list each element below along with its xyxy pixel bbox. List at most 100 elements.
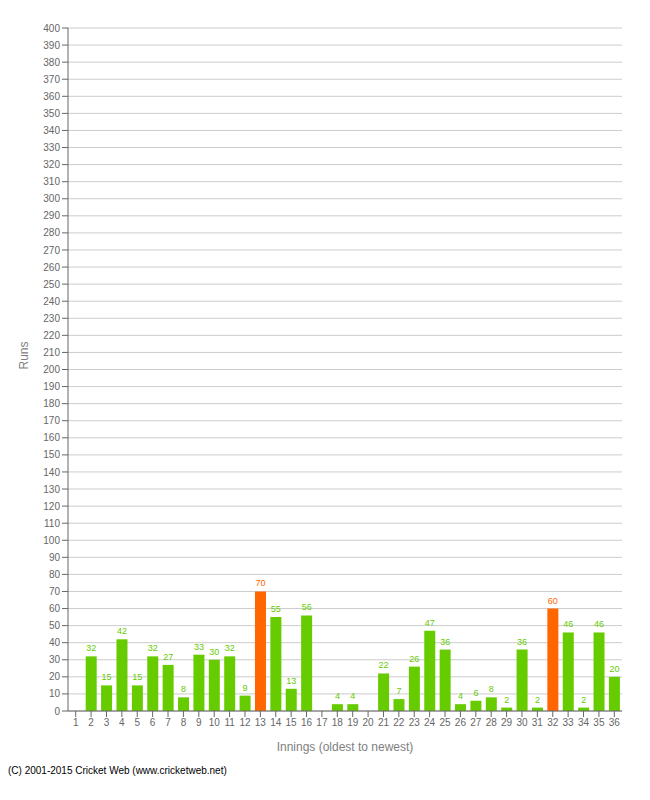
svg-text:10: 10: [209, 717, 221, 728]
svg-text:260: 260: [43, 262, 60, 273]
svg-text:34: 34: [578, 717, 590, 728]
svg-text:120: 120: [43, 501, 60, 512]
svg-text:32: 32: [148, 643, 158, 653]
svg-text:280: 280: [43, 227, 60, 238]
svg-text:4: 4: [350, 691, 355, 701]
svg-text:7: 7: [396, 686, 401, 696]
svg-text:33: 33: [194, 642, 204, 652]
svg-text:100: 100: [43, 535, 60, 546]
svg-text:22: 22: [379, 660, 389, 670]
svg-text:110: 110: [44, 518, 60, 529]
svg-text:17: 17: [316, 717, 328, 728]
svg-text:42: 42: [117, 626, 127, 636]
svg-text:15: 15: [286, 717, 298, 728]
svg-text:4: 4: [458, 691, 463, 701]
svg-text:200: 200: [43, 364, 60, 375]
svg-text:90: 90: [49, 552, 61, 563]
svg-text:360: 360: [43, 91, 60, 102]
svg-text:0: 0: [54, 706, 60, 717]
svg-text:1: 1: [73, 717, 79, 728]
svg-text:270: 270: [43, 245, 60, 256]
svg-text:16: 16: [301, 717, 313, 728]
svg-text:140: 140: [43, 467, 60, 478]
svg-text:230: 230: [43, 313, 60, 324]
svg-text:6: 6: [150, 717, 156, 728]
svg-text:26: 26: [455, 717, 467, 728]
svg-text:130: 130: [43, 484, 60, 495]
svg-text:12: 12: [239, 717, 251, 728]
svg-text:150: 150: [43, 449, 60, 460]
svg-text:33: 33: [563, 717, 575, 728]
svg-text:29: 29: [501, 717, 513, 728]
svg-text:20: 20: [609, 664, 619, 674]
svg-text:30: 30: [516, 717, 528, 728]
svg-text:6: 6: [473, 688, 478, 698]
svg-text:250: 250: [43, 279, 60, 290]
svg-text:26: 26: [409, 654, 419, 664]
svg-text:340: 340: [43, 125, 60, 136]
svg-text:70: 70: [255, 578, 265, 588]
svg-text:8: 8: [181, 717, 187, 728]
svg-text:60: 60: [548, 596, 558, 606]
svg-text:7: 7: [165, 717, 171, 728]
svg-text:56: 56: [302, 602, 312, 612]
svg-text:190: 190: [43, 381, 60, 392]
svg-text:19: 19: [347, 717, 359, 728]
svg-text:30: 30: [209, 647, 219, 657]
svg-text:55: 55: [271, 604, 281, 614]
svg-text:14: 14: [270, 717, 282, 728]
svg-text:300: 300: [43, 193, 60, 204]
svg-text:28: 28: [486, 717, 498, 728]
svg-text:27: 27: [470, 717, 482, 728]
svg-text:15: 15: [102, 672, 112, 682]
svg-text:170: 170: [43, 415, 60, 426]
svg-text:25: 25: [439, 717, 451, 728]
svg-text:36: 36: [440, 637, 450, 647]
svg-text:20: 20: [49, 671, 61, 682]
svg-text:180: 180: [43, 398, 60, 409]
svg-text:240: 240: [43, 296, 60, 307]
svg-text:160: 160: [43, 432, 60, 443]
svg-text:32: 32: [547, 717, 559, 728]
svg-text:35: 35: [593, 717, 605, 728]
svg-text:220: 220: [43, 330, 60, 341]
svg-text:50: 50: [49, 620, 61, 631]
svg-text:210: 210: [43, 347, 60, 358]
svg-text:290: 290: [43, 210, 60, 221]
svg-text:80: 80: [49, 569, 61, 580]
svg-text:30: 30: [49, 654, 61, 665]
svg-text:31: 31: [532, 717, 544, 728]
svg-text:13: 13: [286, 676, 296, 686]
svg-text:4: 4: [119, 717, 125, 728]
svg-text:20: 20: [363, 717, 375, 728]
svg-text:9: 9: [243, 683, 248, 693]
svg-text:3: 3: [104, 717, 110, 728]
svg-text:23: 23: [409, 717, 421, 728]
svg-text:5: 5: [134, 717, 140, 728]
svg-text:2: 2: [88, 717, 94, 728]
svg-text:8: 8: [181, 684, 186, 694]
svg-text:46: 46: [563, 619, 573, 629]
svg-text:10: 10: [49, 688, 61, 699]
svg-text:Runs: Runs: [17, 341, 31, 369]
svg-text:8: 8: [489, 684, 494, 694]
svg-text:370: 370: [43, 74, 60, 85]
svg-text:13: 13: [255, 717, 267, 728]
svg-text:2: 2: [504, 695, 509, 705]
svg-text:24: 24: [424, 717, 436, 728]
svg-text:350: 350: [43, 108, 60, 119]
svg-text:70: 70: [49, 586, 61, 597]
svg-text:32: 32: [86, 643, 96, 653]
svg-text:4: 4: [335, 691, 340, 701]
svg-text:21: 21: [378, 717, 390, 728]
svg-text:330: 330: [43, 142, 60, 153]
svg-text:27: 27: [163, 652, 173, 662]
svg-text:60: 60: [49, 603, 61, 614]
svg-text:390: 390: [43, 40, 60, 51]
svg-text:320: 320: [43, 159, 60, 170]
svg-text:2: 2: [535, 695, 540, 705]
svg-text:36: 36: [517, 637, 527, 647]
svg-text:380: 380: [43, 57, 60, 68]
svg-text:11: 11: [224, 717, 235, 728]
svg-text:400: 400: [43, 23, 60, 34]
